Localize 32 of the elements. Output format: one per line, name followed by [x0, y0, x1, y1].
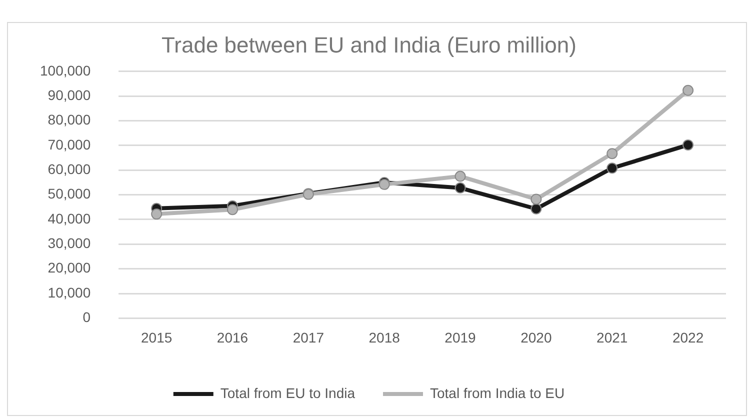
point — [606, 148, 618, 160]
x-tick-label: 2022 — [672, 329, 704, 346]
y-tick-label: 80,000 — [48, 112, 91, 128]
x-tick-label: 2018 — [368, 329, 400, 346]
y-tick-label: 20,000 — [48, 260, 91, 276]
x-tick-label: 2021 — [596, 329, 628, 346]
legend-label: Total from EU to India — [220, 384, 356, 401]
point — [682, 84, 694, 96]
chart-title: Trade between EU and India (Euro million) — [162, 32, 576, 58]
x-tick-label: 2016 — [216, 329, 248, 346]
y-tick-label: 10,000 — [48, 284, 91, 300]
y-tick-label: 0 — [82, 309, 91, 326]
y-tick-label: 90,000 — [48, 86, 91, 103]
x-tick-label: 2015 — [140, 329, 172, 346]
y-tick-label: 100,000 — [40, 62, 91, 78]
x-tick-label: 2020 — [520, 329, 552, 346]
y-tick-label: 40,000 — [48, 210, 91, 226]
legend-label: Total from India to EU — [430, 384, 565, 401]
point — [682, 139, 694, 150]
y-tick-label: 60,000 — [48, 160, 91, 177]
point — [606, 162, 618, 174]
y-tick-label: 70,000 — [48, 136, 91, 152]
point — [530, 203, 542, 214]
point — [151, 208, 162, 220]
point — [530, 194, 542, 205]
y-tick-label: 30,000 — [48, 235, 91, 252]
y-tick-label: 50,000 — [48, 186, 91, 202]
x-tick-label: 2019 — [444, 329, 476, 346]
x-tick-label: 2017 — [292, 329, 324, 346]
point — [226, 204, 238, 216]
point — [454, 170, 466, 182]
point — [454, 182, 466, 194]
